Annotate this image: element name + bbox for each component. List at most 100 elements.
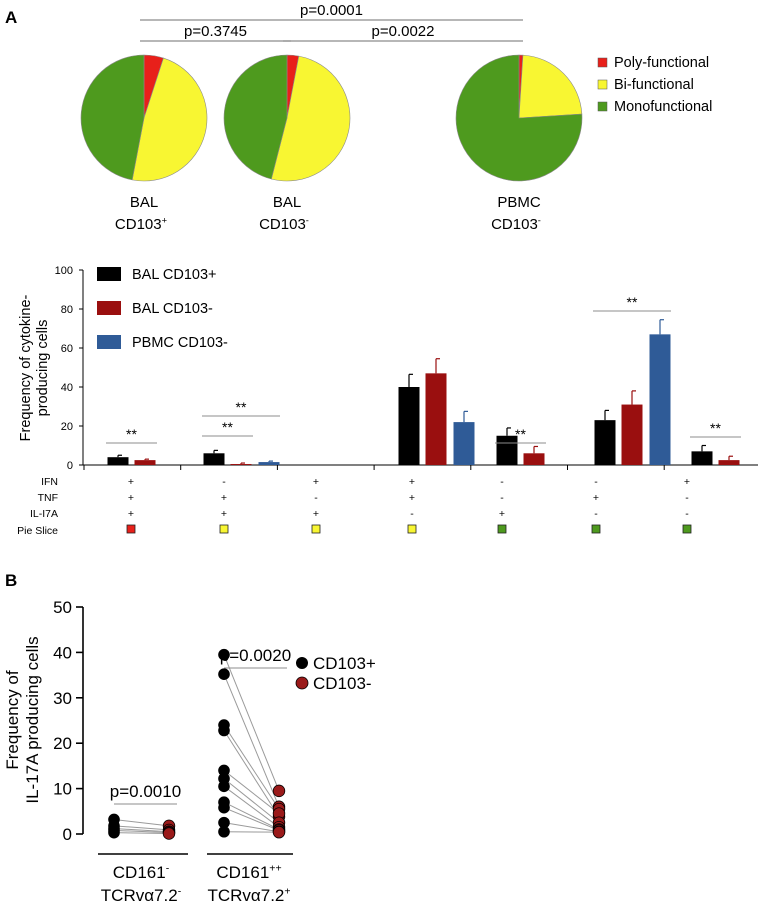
table-sign: + xyxy=(128,492,134,504)
pie-group-subtitle: CD103- xyxy=(259,215,309,233)
y-tick-label: 30 xyxy=(53,689,72,708)
legend-label: Bi-functional xyxy=(614,77,694,93)
bar-legend-swatch xyxy=(97,335,121,349)
bar xyxy=(718,460,740,465)
pair-line xyxy=(113,825,170,831)
table-sign: + xyxy=(409,476,415,488)
y-tick-label: 40 xyxy=(53,643,72,662)
pie-group-name: BAL xyxy=(273,194,301,211)
table-sign: + xyxy=(128,508,134,520)
point-cd103-neg xyxy=(162,827,176,840)
pair-line xyxy=(223,801,280,830)
y-tick-label: 50 xyxy=(53,598,72,617)
significance-marker: ** xyxy=(222,419,233,435)
table-row-label: IFN xyxy=(41,476,58,488)
legend-swatch xyxy=(597,101,608,112)
group-label-line1: CD161- xyxy=(113,863,170,882)
point-cd103-pos xyxy=(218,668,230,680)
table-sign: - xyxy=(685,508,689,520)
bar xyxy=(107,457,129,465)
table-sign: - xyxy=(314,492,318,504)
pie-slice-bi-functional xyxy=(270,55,351,182)
pair-line xyxy=(113,832,170,835)
pie-slice-swatch xyxy=(497,524,507,534)
comparison-p-value: p=0.0022 xyxy=(372,23,435,40)
pair-line xyxy=(223,807,280,831)
table-sign: - xyxy=(685,492,689,504)
bar-legend-label: PBMC CD103- xyxy=(132,335,228,351)
pie-slice-monofunctional xyxy=(455,54,583,182)
bar-chart: 0 20 40 60 80 100 Frequency of cytokine-produc… xyxy=(17,265,758,537)
pie-group-name: PBMC xyxy=(497,194,541,211)
p-value: p=0.0010 xyxy=(110,782,181,801)
y-tick-label: 20 xyxy=(61,421,73,433)
legend-label: Poly-functional xyxy=(614,55,709,71)
y-tick-label: 60 xyxy=(61,343,73,355)
table-sign: - xyxy=(594,476,598,488)
point-cd103-pos xyxy=(218,724,230,737)
scatter-legend-marker xyxy=(295,676,309,690)
y-axis-label: Frequency of cytokine-producing cells xyxy=(18,294,51,441)
table-sign: - xyxy=(500,476,504,488)
pie-comparisons: p=0.3745 p=0.0022 p=0.0001 xyxy=(140,2,523,42)
point-cd103-pos xyxy=(218,764,230,777)
group-label-line2: TCRvα7.2- xyxy=(101,886,182,905)
y-tick-label: 100 xyxy=(55,265,73,277)
pie-slice-swatch xyxy=(126,524,136,534)
y-axis-label: Frequency ofIL-17A producing cells xyxy=(3,636,42,803)
y-tick-label: 0 xyxy=(67,460,73,472)
point-cd103-pos xyxy=(218,816,230,829)
pair-line xyxy=(223,785,280,828)
point-cd103-pos xyxy=(218,825,230,838)
scatter-legend-label: CD103- xyxy=(313,674,372,693)
pair-line xyxy=(223,778,280,824)
bar xyxy=(258,462,280,465)
point-cd103-neg xyxy=(272,825,286,839)
table-sign: - xyxy=(594,508,598,520)
group-label-line1: CD161++ xyxy=(216,863,281,882)
panel-b: B 0 10 20 30 40 50 Frequency ofIL-17A producin… xyxy=(3,571,376,905)
significance-marker: ** xyxy=(627,294,638,310)
point-cd103-pos xyxy=(218,780,230,793)
pie-slice-bi-functional xyxy=(518,54,583,119)
bar xyxy=(649,334,671,465)
panel-a: A p=0.3745 p=0.0022 p=0.0001 BAL CD103+ BAL C… xyxy=(5,2,712,233)
legend-swatch xyxy=(597,57,608,68)
pair-line xyxy=(223,822,280,833)
point-cd103-pos xyxy=(218,801,230,814)
table-sign: + xyxy=(593,492,599,504)
table-row-label: TNF xyxy=(38,492,58,504)
pie-slice-swatch xyxy=(407,524,417,534)
bar xyxy=(425,373,447,465)
pie-slice-monofunctional xyxy=(223,54,288,180)
y-tick-label: 20 xyxy=(53,734,72,753)
table-sign: + xyxy=(499,508,505,520)
significance-marker: ** xyxy=(710,420,721,436)
pair-line xyxy=(223,674,280,807)
table-sign: + xyxy=(313,476,319,488)
comparison-p-value: p=0.3745 xyxy=(184,23,247,40)
point-cd103-pos xyxy=(218,648,230,661)
bar xyxy=(134,460,156,465)
table-sign: + xyxy=(684,476,690,488)
pie-slice-swatch xyxy=(591,524,601,534)
table-row-label: Pie Slice xyxy=(17,525,58,537)
bar xyxy=(523,453,545,465)
table-sign: - xyxy=(222,476,226,488)
table-row-label: IL-I7A xyxy=(30,508,58,520)
point-cd103-pos xyxy=(108,826,120,839)
scatter-legend-label: CD103+ xyxy=(313,654,376,673)
pie-slice-swatch xyxy=(219,524,229,534)
y-tick-label: 10 xyxy=(53,780,72,799)
table-sign: + xyxy=(128,476,134,488)
table-sign: + xyxy=(221,508,227,520)
pair-line xyxy=(223,654,280,792)
table-sign: + xyxy=(409,492,415,504)
paired-scatter-chart: 0 10 20 30 40 50 Frequency ofIL-17A producing … xyxy=(3,598,376,905)
pie-slice-bi-functional xyxy=(131,57,208,182)
pair-line xyxy=(113,829,170,834)
pair-line xyxy=(113,828,170,833)
table-sign: + xyxy=(221,492,227,504)
pie-group-subtitle: CD103+ xyxy=(115,215,167,233)
